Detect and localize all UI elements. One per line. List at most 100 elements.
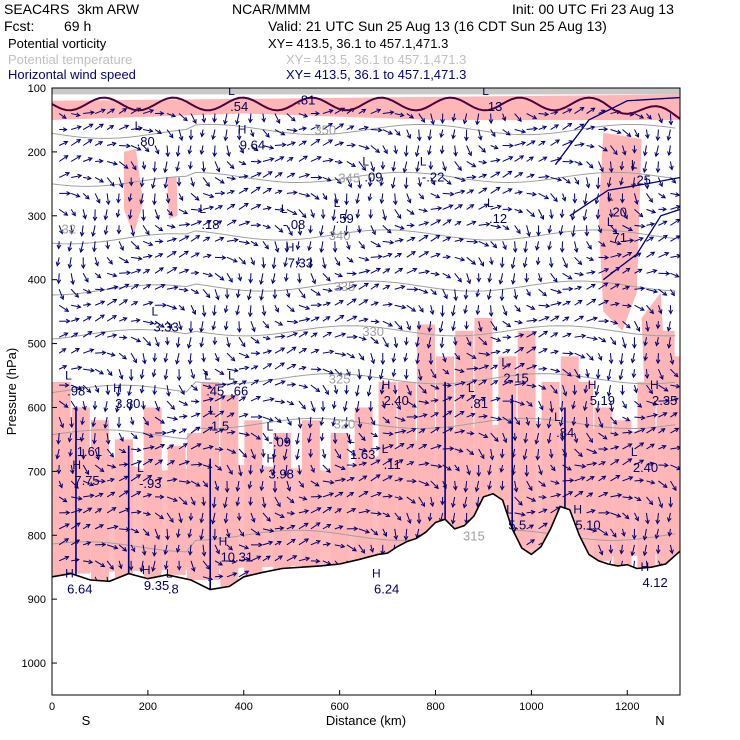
wind-vector-1435	[152, 560, 156, 572]
wind-arrowhead-1399	[163, 550, 169, 556]
wind-vector-1322	[346, 508, 356, 514]
wind-arrowhead-471	[80, 264, 86, 270]
wind-arrowhead-274	[220, 190, 226, 196]
wind-vector-1193	[646, 462, 654, 466]
wind-arrowhead-1184	[524, 472, 530, 478]
wind-vector-1160	[249, 464, 252, 475]
wind-vector-1367	[310, 522, 321, 530]
wind-vector-521	[70, 273, 74, 285]
wind-arrowhead-884	[673, 372, 679, 378]
wind-vector-890	[128, 385, 132, 396]
wind-vector-695	[286, 320, 298, 323]
wind-vector-969	[454, 394, 465, 402]
wind-arrowhead-920	[482, 379, 487, 384]
wind-arrowhead-328	[244, 202, 249, 208]
wind-vector-946	[178, 400, 188, 406]
wind-arrowhead-544	[337, 272, 343, 278]
wind-arrowhead-907	[324, 390, 329, 396]
wind-vector-1402	[214, 544, 220, 554]
wind-arrowhead-1161	[248, 470, 253, 476]
wind-vector-78	[370, 129, 382, 131]
wind-arrowhead-897	[207, 384, 213, 390]
wind-vector-285	[356, 193, 360, 204]
wind-vector-1123	[430, 444, 442, 450]
wind-vector-106	[82, 139, 93, 146]
wind-vector-1389	[58, 538, 69, 546]
wind-vector-377	[214, 220, 222, 226]
extremum-value-25: 1.5	[211, 418, 229, 433]
extremum-value-35: 5.5	[508, 517, 526, 532]
wind-arrowhead-820	[531, 346, 537, 351]
wind-vector-175	[286, 157, 294, 162]
wind-arrowhead-1173	[398, 459, 404, 464]
wind-arrowhead-727	[655, 324, 661, 330]
wind-arrowhead-657	[440, 312, 445, 318]
wind-arrowhead-260	[671, 178, 677, 184]
wind-arrowhead-138	[453, 151, 458, 157]
wind-vector-164	[154, 161, 156, 172]
wind-arrowhead-204	[619, 165, 625, 171]
wind-arrowhead-50	[647, 114, 652, 120]
wind-vector-310	[658, 193, 666, 199]
wind-vector-786	[130, 352, 137, 363]
wind-arrowhead-1021	[447, 410, 453, 415]
wind-arrowhead-387	[319, 231, 324, 237]
wind-vector-491	[334, 257, 341, 266]
wind-arrowhead-375	[185, 222, 191, 227]
wind-vector-1122	[418, 444, 427, 450]
wind-vector-1464	[226, 572, 237, 578]
wind-arrowhead-1108	[242, 453, 248, 458]
wind-vector-1149	[119, 463, 128, 466]
wind-vector-1248	[58, 496, 67, 503]
wind-vector-181	[358, 161, 366, 171]
wind-arrowhead-1089	[640, 427, 646, 433]
wind-vector-454	[514, 241, 516, 252]
wind-arrowhead-234	[357, 184, 363, 190]
wind-arrowhead-1012	[331, 421, 336, 427]
extremum-symbol-18: L	[228, 368, 235, 382]
wind-vector-93	[550, 124, 559, 130]
wind-arrowhead-844	[190, 374, 196, 380]
wind-vector-774	[610, 336, 616, 345]
wind-arrowhead-410	[597, 228, 603, 234]
wind-vector-903	[286, 383, 296, 386]
wind-arrowhead-356	[570, 215, 576, 221]
wind-arrowhead-1128	[480, 454, 485, 460]
wind-vector-1406	[262, 541, 273, 546]
wind-vector-144	[538, 140, 546, 146]
wind-arrowhead-684	[149, 320, 155, 326]
wind-vector-893	[166, 385, 170, 396]
wind-arrowhead-1096	[95, 455, 100, 461]
wind-vector-589	[260, 289, 264, 301]
wind-arrowhead-16	[235, 120, 240, 126]
wind-arrowhead-1144	[676, 445, 680, 451]
wind-vector-528	[154, 267, 164, 274]
wind-arrowhead-162	[123, 164, 129, 169]
wind-arrowhead-543	[326, 276, 331, 282]
wind-vector-511	[574, 256, 582, 265]
wind-arrowhead-615	[568, 286, 574, 292]
wind-arrowhead-1103	[182, 443, 188, 448]
wind-arrowhead-404	[526, 231, 531, 238]
wind-vector-460	[586, 241, 592, 250]
wind-arrowhead-1212	[235, 486, 241, 492]
wind-arrowhead-170	[215, 167, 221, 173]
wind-arrowhead-1367	[303, 522, 309, 528]
wind-vector-98	[610, 129, 621, 134]
wind-arrowhead-625	[64, 307, 70, 312]
wind-vector-29	[406, 113, 414, 119]
wind-arrowhead-612	[526, 291, 531, 297]
wind-arrowhead-916	[434, 385, 440, 390]
wind-arrowhead-1143	[661, 444, 667, 450]
wind-vector-396	[442, 219, 452, 226]
wind-arrowhead-1102	[169, 444, 175, 449]
wind-vector-1427	[58, 556, 69, 562]
wind-arrowhead-912	[379, 389, 385, 395]
wind-vector-1139	[622, 443, 632, 450]
wind-arrowhead-1126	[458, 448, 464, 453]
wind-vector-1209	[214, 480, 219, 491]
wind-arrowhead-735	[136, 337, 142, 343]
wind-arrowhead-762	[452, 340, 458, 346]
wind-vector-1243	[622, 476, 633, 482]
wind-arrowhead-605	[443, 294, 448, 300]
